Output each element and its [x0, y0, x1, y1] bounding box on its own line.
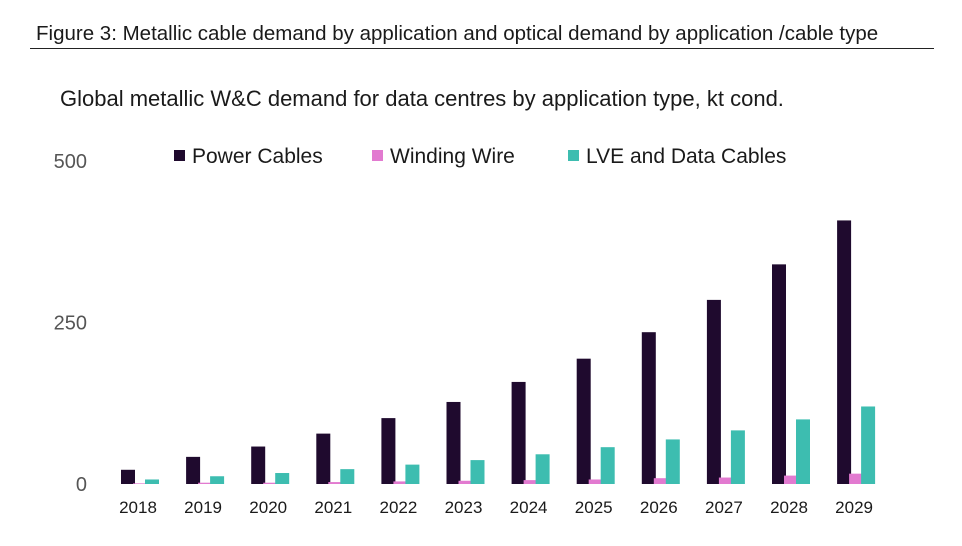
bar-winding-wire-2021 — [328, 482, 343, 484]
x-tick-label-2024: 2024 — [510, 498, 548, 517]
bar-power-cables-2029 — [837, 220, 852, 484]
bar-winding-wire-2026 — [653, 478, 668, 484]
bar-lve-and-data-cables-2028 — [796, 419, 810, 484]
x-tick-label-2022: 2022 — [379, 498, 417, 517]
bar-lve-and-data-cables-2025 — [600, 447, 615, 484]
bar-winding-wire-2025 — [588, 479, 603, 484]
x-tick-label-2021: 2021 — [314, 498, 352, 517]
bar-lve-and-data-cables-2020 — [275, 473, 290, 484]
bar-lve-and-data-cables-2027 — [730, 430, 745, 484]
y-tick-label-0: 0 — [76, 474, 87, 496]
bar-lve-and-data-cables-2024 — [535, 454, 550, 484]
legend-label-winding-wire: Winding Wire — [390, 145, 515, 168]
x-tick-label-2019: 2019 — [184, 498, 222, 517]
legend-swatch-lve-and-data-cables — [568, 150, 579, 161]
bar-lve-and-data-cables-2022 — [405, 464, 420, 484]
bar-power-cables-2018 — [121, 469, 135, 484]
x-tick-label-2029: 2029 — [835, 498, 873, 517]
x-tick-label-2020: 2020 — [249, 498, 287, 517]
bar-lve-and-data-cables-2023 — [470, 460, 485, 484]
bar-power-cables-2028 — [772, 264, 786, 484]
figure-title: Figure 3: Metallic cable demand by appli… — [36, 22, 879, 45]
bar-power-cables-2027 — [706, 299, 721, 484]
bar-power-cables-2021 — [316, 433, 331, 484]
bar-power-cables-2023 — [446, 401, 461, 484]
y-tick-label-500: 500 — [54, 151, 87, 173]
bars — [121, 220, 876, 484]
x-tick-label-2027: 2027 — [705, 498, 743, 517]
bar-power-cables-2024 — [511, 381, 526, 484]
bar-winding-wire-2029 — [849, 473, 864, 484]
x-tick-label-2026: 2026 — [640, 498, 678, 517]
bar-winding-wire-2024 — [523, 480, 538, 484]
bar-power-cables-2019 — [186, 456, 201, 484]
bar-power-cables-2020 — [251, 446, 266, 484]
x-tick-label-2025: 2025 — [575, 498, 613, 517]
bar-lve-and-data-cables-2026 — [665, 439, 680, 484]
y-tick-label-250: 250 — [54, 313, 87, 335]
bar-winding-wire-2018 — [133, 483, 147, 484]
bar-lve-and-data-cables-2019 — [210, 476, 225, 484]
bar-winding-wire-2019 — [198, 482, 213, 484]
x-tick-label-2028: 2028 — [770, 498, 808, 517]
bar-power-cables-2022 — [381, 418, 396, 484]
x-tick-label-2018: 2018 — [119, 498, 157, 517]
legend: Power Cables Winding Wire LVE and Data Cab… — [174, 145, 786, 168]
bar-winding-wire-2023 — [458, 480, 473, 484]
x-axis: 2018 2019 2020 2021 2022 2023 2024 2025 2026 2027… — [119, 498, 873, 517]
legend-swatch-power-cables — [174, 150, 185, 161]
legend-label-lve-and-data-cables: LVE and Data Cables — [586, 145, 786, 168]
bar-winding-wire-2022 — [393, 481, 408, 484]
x-tick-label-2023: 2023 — [445, 498, 483, 517]
bar-lve-and-data-cables-2021 — [340, 469, 355, 484]
legend-swatch-winding-wire — [372, 150, 383, 161]
bar-winding-wire-2027 — [718, 477, 733, 484]
bar-power-cables-2026 — [641, 332, 656, 484]
legend-label-power-cables: Power Cables — [192, 145, 323, 168]
chart-title: Global metallic W&C demand for data cent… — [60, 86, 784, 111]
bar-power-cables-2025 — [576, 358, 591, 484]
bar-winding-wire-2020 — [263, 482, 278, 484]
bar-winding-wire-2028 — [784, 475, 798, 484]
bar-lve-and-data-cables-2029 — [861, 406, 876, 484]
figure-title-underline — [30, 48, 934, 49]
y-axis: 0 250 500 — [54, 151, 87, 496]
bar-lve-and-data-cables-2018 — [145, 479, 159, 484]
